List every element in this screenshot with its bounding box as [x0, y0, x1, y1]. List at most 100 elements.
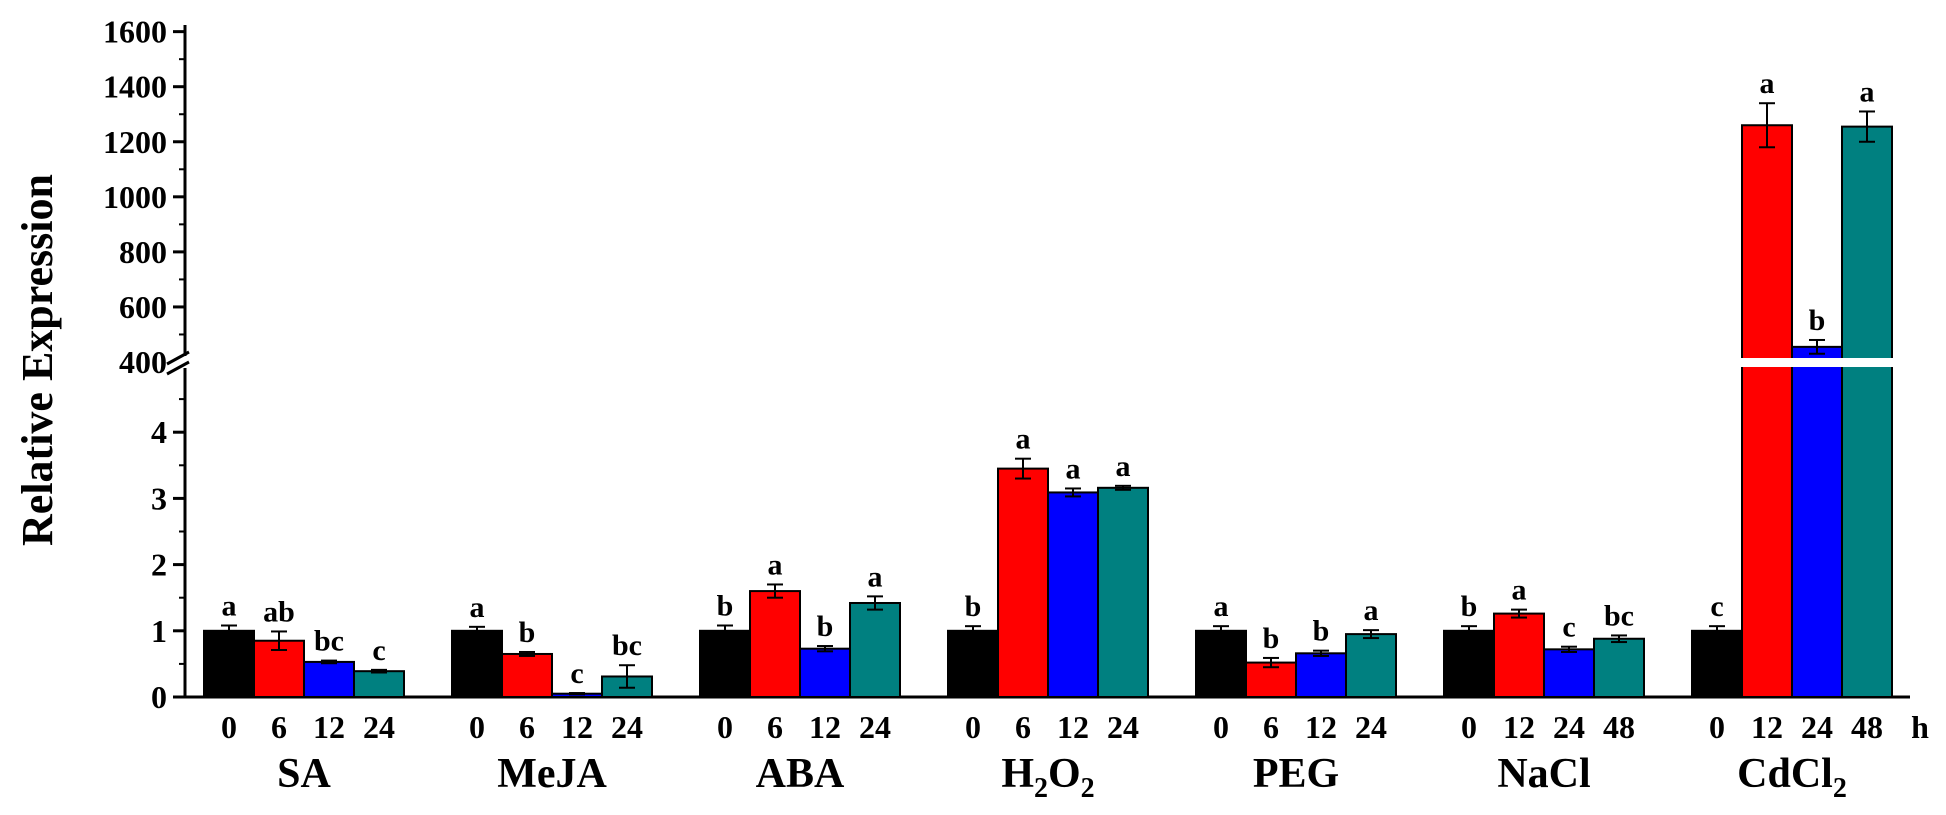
x-tick-label: 24: [1355, 709, 1387, 745]
bar: [451, 629, 503, 698]
x-tick-label: 0: [717, 709, 733, 745]
y-tick-label: 1000: [103, 179, 167, 215]
x-tick-label: 48: [1603, 709, 1635, 745]
group-label: MeJA: [497, 751, 607, 797]
bar: [1345, 633, 1397, 698]
significance-letter: b: [1263, 622, 1280, 655]
group-label-part: H: [1001, 751, 1034, 797]
x-tick-label: 6: [1015, 709, 1031, 745]
y-tick-label: 800: [119, 234, 167, 270]
group-label-part: CdCl: [1737, 751, 1833, 797]
significance-letter: bc: [612, 629, 642, 662]
y-tick-label: 1: [151, 613, 167, 649]
group-label: ABA: [756, 751, 845, 797]
y-tick-label: 1600: [103, 14, 167, 50]
x-tick-label: 6: [271, 709, 287, 745]
group-label-subscript: 2: [1833, 773, 1847, 804]
significance-letter: c: [570, 657, 583, 690]
group-label: CdCl2: [1737, 751, 1847, 804]
significance-letter: a: [1512, 574, 1527, 607]
bar: [1691, 629, 1743, 698]
bar: [1097, 486, 1149, 699]
significance-letter: b: [817, 610, 834, 643]
x-tick-label: 0: [1709, 709, 1725, 745]
significance-letter: bc: [314, 625, 344, 658]
bar: [1841, 125, 1893, 698]
significance-letter: b: [1809, 304, 1826, 337]
x-tick-label: 12: [1503, 709, 1535, 745]
y-tick-label: 600: [119, 289, 167, 325]
significance-letter: a: [1214, 590, 1229, 623]
x-tick-label: 24: [1553, 709, 1585, 745]
significance-letter: a: [470, 591, 485, 624]
y-tick-label: 4: [151, 414, 167, 450]
y-tick-label: 1200: [103, 124, 167, 160]
bar: [1195, 629, 1247, 698]
x-tick-label: 24: [611, 709, 643, 745]
y-tick-label: 0: [151, 679, 167, 715]
x-tick-label: 6: [1263, 709, 1279, 745]
x-tick-label: 12: [561, 709, 593, 745]
y-tick-label: 1400: [103, 69, 167, 105]
group-label: H2O2: [1001, 751, 1094, 804]
bar: [799, 647, 851, 699]
x-tick-label: 24: [859, 709, 891, 745]
labels-layer: a0ab6bc12c24SAa0b6c12bc24MeJAb0a6b12a24A…: [221, 67, 1883, 804]
significance-letter: a: [768, 548, 783, 581]
x-tick-label: 12: [809, 709, 841, 745]
significance-letter: c: [1710, 590, 1723, 623]
bar: [203, 629, 255, 698]
group-label-subscript: 2: [1034, 773, 1048, 804]
x-tick-label: 24: [1107, 709, 1139, 745]
x-tick-label: 24: [363, 709, 395, 745]
significance-letter: c: [1562, 611, 1575, 644]
x-unit-label: h: [1911, 709, 1929, 745]
axis-break-slash: [166, 350, 190, 366]
significance-letter: a: [1364, 594, 1379, 627]
bar: [303, 660, 355, 698]
x-tick-label: 6: [519, 709, 535, 745]
x-tick-label: 0: [1213, 709, 1229, 745]
bar: [1295, 652, 1347, 698]
x-tick-label: 12: [313, 709, 345, 745]
axis-break-layer: [166, 350, 1896, 376]
x-tick-label: 48: [1851, 709, 1883, 745]
bar: [849, 601, 901, 698]
y-tick-label: 2: [151, 547, 167, 583]
group-label-part: O: [1048, 751, 1081, 797]
significance-letter: a: [1116, 450, 1131, 483]
x-tick-label: 0: [469, 709, 485, 745]
bar: [1047, 491, 1099, 698]
axis-break-slash: [166, 360, 190, 376]
significance-letter: a: [222, 590, 237, 623]
significance-letter: c: [372, 634, 385, 667]
significance-letter: a: [1066, 452, 1081, 485]
y-axis-label: Relative Expression: [13, 174, 62, 546]
significance-letter: b: [519, 616, 536, 649]
x-tick-label: 0: [965, 709, 981, 745]
bar: [1543, 648, 1595, 698]
significance-letter: a: [1016, 423, 1031, 456]
bar: [997, 467, 1049, 698]
bar: [1741, 124, 1793, 698]
x-tick-label: 12: [1751, 709, 1783, 745]
significance-letter: b: [1313, 615, 1330, 648]
group-label: SA: [277, 751, 331, 797]
significance-letter: bc: [1604, 599, 1634, 632]
significance-letter: b: [1461, 590, 1478, 623]
bar-break-band: [1738, 358, 1896, 367]
significance-letter: a: [1860, 75, 1875, 108]
x-tick-label: 12: [1057, 709, 1089, 745]
significance-letter: b: [965, 590, 982, 623]
bar: [353, 670, 405, 699]
bar: [1593, 637, 1645, 699]
significance-letter: ab: [263, 595, 295, 628]
x-tick-label: 6: [767, 709, 783, 745]
bar: [1493, 612, 1545, 699]
group-label: NaCl: [1497, 751, 1590, 797]
group-label: PEG: [1253, 751, 1339, 797]
y-tick-label: 3: [151, 480, 167, 516]
x-tick-label: 0: [1461, 709, 1477, 745]
